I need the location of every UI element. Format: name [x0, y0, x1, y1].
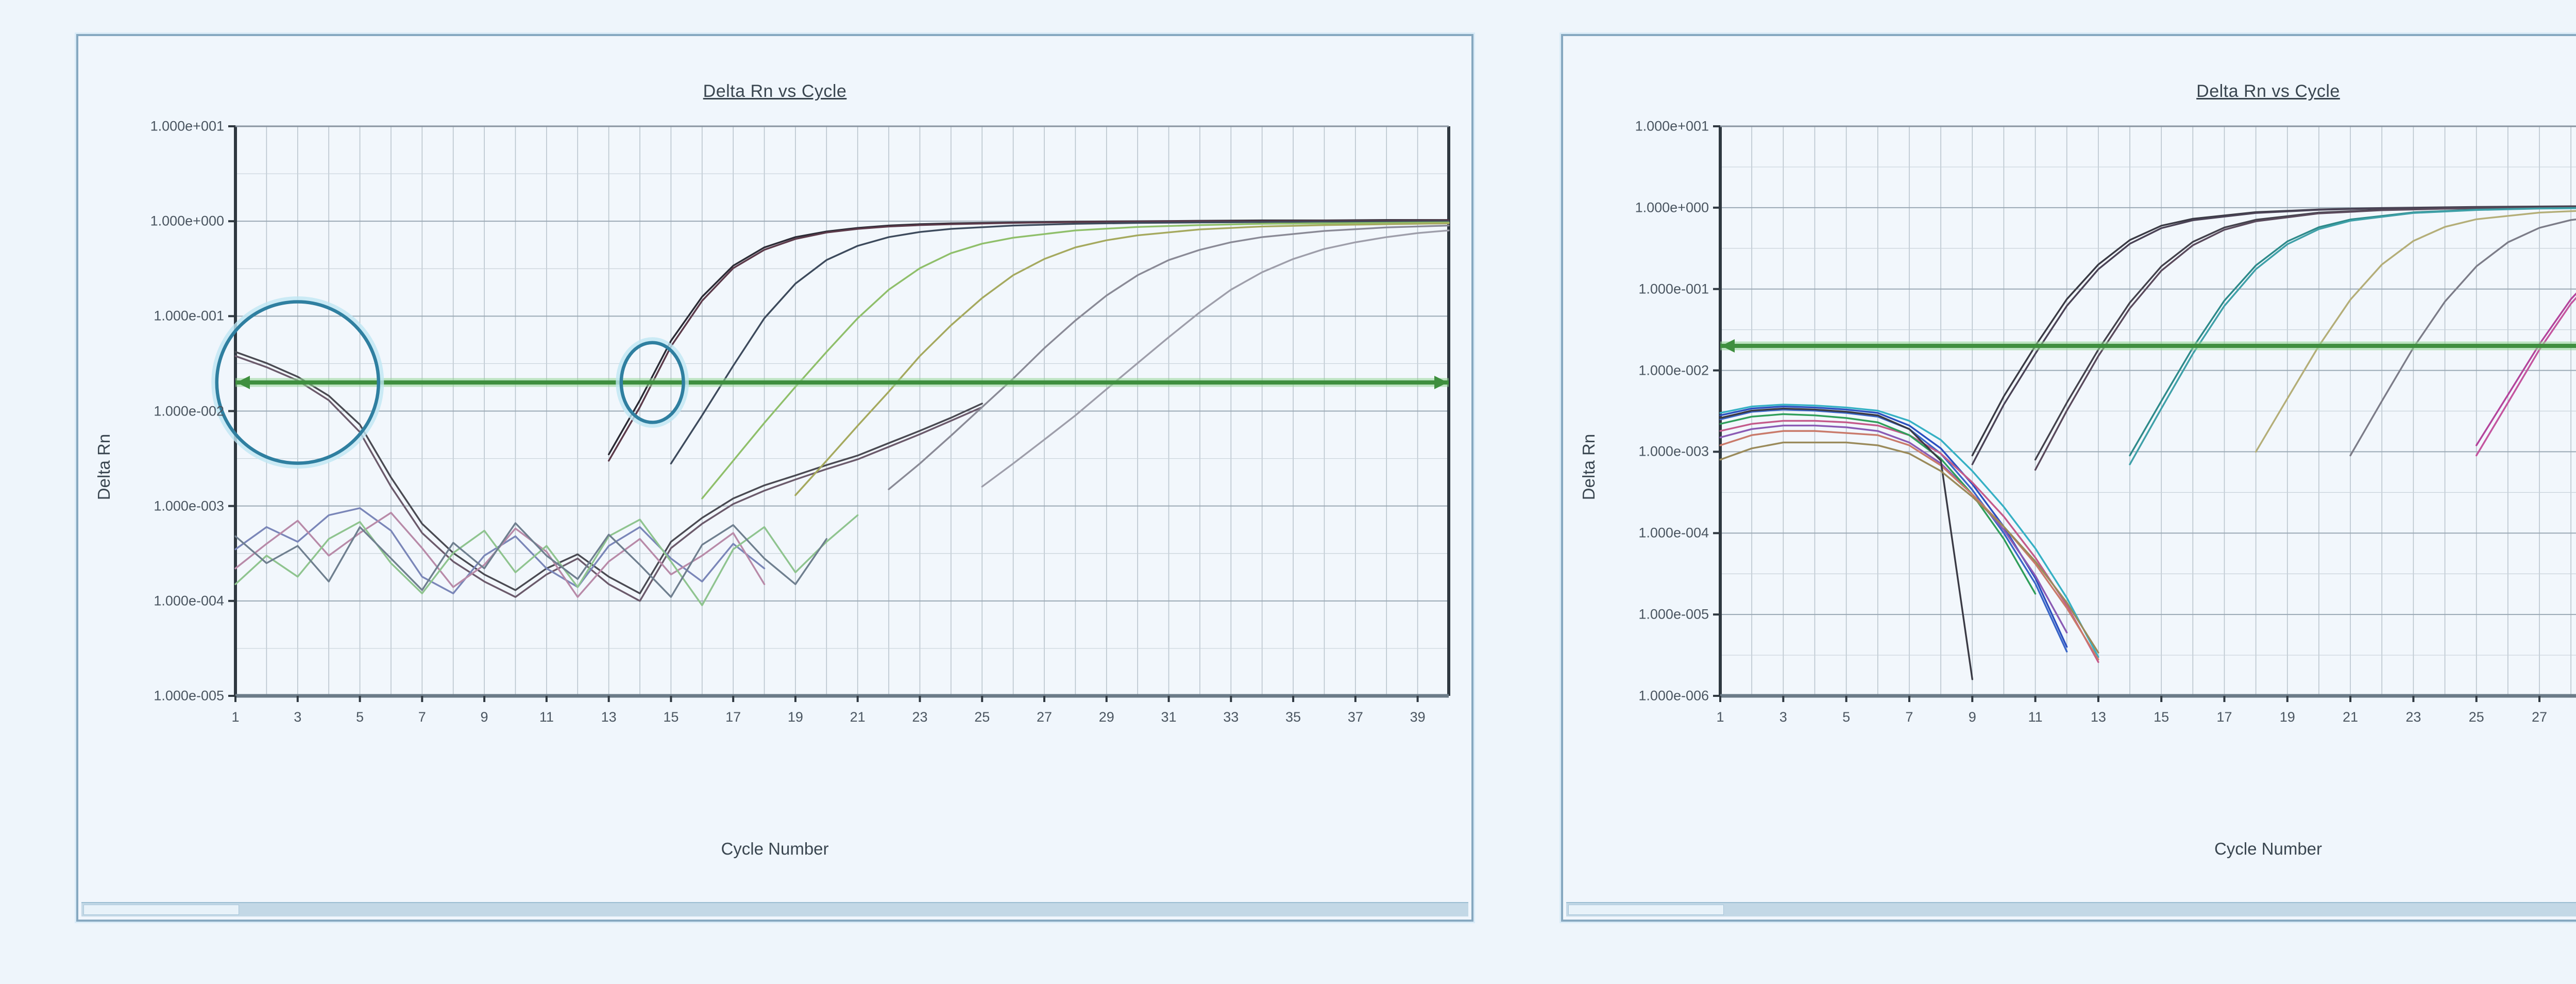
y-tick-label: 1.000e-005 [1638, 606, 1709, 622]
series-line [1719, 441, 2099, 654]
threshold-arrow-left [1721, 339, 1735, 353]
x-tick-label: 5 [356, 709, 364, 725]
y-tick-label: 1.000e-002 [1638, 362, 1709, 378]
threshold-arrow-left [236, 376, 250, 390]
x-tick-label: 19 [787, 709, 803, 725]
x-tick-label: 27 [2531, 709, 2548, 725]
x-tick-label: 29 [1098, 709, 1114, 725]
horizontal-scrollbar-left[interactable] [81, 902, 1468, 916]
x-tick-label: 25 [2468, 709, 2484, 725]
y-tick-label: 1.000e-003 [154, 498, 224, 514]
horizontal-scrollbar-right[interactable] [1566, 902, 2576, 916]
x-tick-label: 31 [1161, 709, 1177, 725]
x-tick-label: 5 [1842, 709, 1851, 725]
y-tick-label: 1.000e+001 [1635, 118, 1709, 134]
y-tick-label: 1.000e-004 [154, 593, 224, 609]
y-tick-label: 1.000e-006 [1638, 688, 1709, 704]
series-line [2129, 207, 2576, 457]
series-line [670, 220, 1450, 465]
x-tick-label: 15 [2154, 709, 2170, 725]
y-tick-label: 1.000e+000 [1635, 199, 1709, 215]
series-line [2255, 210, 2576, 453]
x-tick-label: 39 [1410, 709, 1426, 725]
x-tick-label: 19 [2279, 709, 2295, 725]
series-line [2034, 206, 2576, 471]
series-line [1719, 404, 2099, 658]
ct-crossing-circle [616, 337, 689, 428]
scrollbar-thumb[interactable] [83, 905, 239, 915]
series-line [1719, 407, 1973, 680]
x-tick-label: 13 [601, 709, 617, 725]
x-tick-label: 9 [480, 709, 488, 725]
series-group [234, 219, 1450, 606]
y-tick-label: 1.000e-001 [154, 308, 224, 324]
series-line [2475, 292, 2576, 446]
x-tick-label: 11 [539, 709, 554, 725]
x-tick-label: 7 [1905, 709, 1913, 725]
y-tick-label: 1.000e-001 [1638, 281, 1709, 297]
x-tick-label: 27 [1036, 709, 1053, 725]
y-tick-label: 1.000e-002 [154, 403, 224, 419]
x-tick-label: 23 [2405, 709, 2421, 725]
x-tick-label: 9 [1968, 709, 1976, 725]
x-tick-label: 25 [974, 709, 990, 725]
x-tick-label: 33 [1223, 709, 1239, 725]
threshold-line [1720, 339, 2576, 353]
x-tick-label: 35 [1285, 709, 1301, 725]
chart-title-right: Delta Rn vs Cycle [2196, 81, 2340, 101]
series-line [1719, 413, 2037, 595]
series-line [607, 219, 1450, 462]
y-tick-label: 1.000e-004 [1638, 525, 1709, 541]
chart-panel-right[interactable]: Delta Rn vs Cycle Delta Rn Cycle Number … [1561, 34, 2576, 922]
x-axis-title-left: Cycle Number [721, 839, 829, 858]
series-line [1971, 206, 2576, 465]
x-tick-label: 17 [725, 709, 741, 725]
threshold-line [235, 376, 1449, 390]
series-line [888, 224, 1450, 490]
series-line [981, 229, 1450, 488]
series-group [1719, 205, 2576, 680]
series-line [1719, 424, 2068, 633]
x-tick-label: 15 [663, 709, 679, 725]
x-tick-label: 21 [850, 709, 866, 725]
series-line [234, 351, 983, 594]
x-tick-label: 23 [912, 709, 928, 725]
x-tick-label: 13 [2090, 709, 2106, 725]
series-line [234, 522, 828, 598]
x-tick-label: 21 [2343, 709, 2359, 725]
x-axis-title-right: Cycle Number [2214, 839, 2323, 858]
y-tick-label: 1.000e+001 [150, 118, 224, 134]
y-tick-label: 1.000e-005 [154, 688, 224, 704]
plot-area-left[interactable] [78, 36, 1469, 912]
chart-title-left: Delta Rn vs Cycle [703, 81, 847, 101]
x-tick-label: 37 [1347, 709, 1363, 725]
chart-left: Delta Rn vs Cycle Delta Rn Cycle Number … [78, 36, 1471, 920]
x-tick-label: 17 [2216, 709, 2232, 725]
series-line [1719, 405, 2068, 648]
x-tick-label: 11 [2028, 709, 2043, 725]
series-line [1719, 430, 2099, 661]
baseline-anomaly-circle [211, 296, 384, 469]
x-tick-label: 7 [418, 709, 426, 725]
series-line [2475, 296, 2576, 457]
y-tick-label: 1.000e-003 [1638, 443, 1709, 459]
series-line [234, 514, 859, 606]
series-line [701, 221, 1450, 499]
threshold-arrow-right [1434, 376, 1448, 390]
x-tick-label: 1 [231, 709, 240, 725]
x-tick-label: 1 [1716, 709, 1724, 725]
series-line [2034, 206, 2576, 461]
series-line [794, 222, 1450, 496]
plot-area-right[interactable] [1563, 36, 2576, 912]
y-tick-label: 1.000e+000 [150, 213, 224, 229]
series-line [2129, 207, 2576, 465]
x-tick-label: 3 [1779, 709, 1787, 725]
chart-panel-left[interactable]: Delta Rn vs Cycle Delta Rn Cycle Number … [76, 34, 1473, 922]
chart-right: Delta Rn vs Cycle Delta Rn Cycle Number … [1563, 36, 2576, 920]
scrollbar-thumb[interactable] [1568, 905, 1724, 915]
x-tick-label: 3 [294, 709, 302, 725]
